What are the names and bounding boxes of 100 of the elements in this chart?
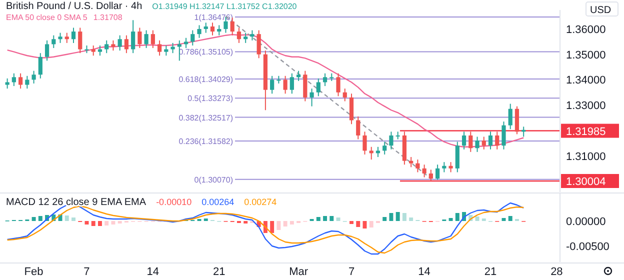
candlestick: [514, 106, 520, 135]
y-tick-label: 0.00000: [566, 216, 606, 228]
x-tick-label: 7: [348, 266, 355, 278]
candlestick: [416, 159, 420, 173]
candlestick: [303, 70, 308, 102]
bar: [382, 217, 387, 221]
bar: [91, 221, 96, 226]
candlestick: [190, 30, 195, 46]
bar: [330, 216, 334, 221]
bar: [402, 213, 406, 221]
y-tick-label: 1.33000: [566, 100, 606, 112]
candlestick: [210, 22, 215, 36]
candlestick: [64, 32, 69, 44]
candlestick: [18, 72, 23, 90]
annotation: 0.00264: [202, 197, 234, 207]
candlestick: [197, 24, 202, 38]
candlestick: [270, 75, 274, 94]
candlestick: [482, 136, 486, 150]
bar: [455, 213, 460, 221]
candlestick: [462, 131, 466, 150]
candlestick: [356, 116, 360, 140]
candlestick: [256, 30, 261, 59]
bar: [316, 217, 320, 221]
candlestick: [91, 44, 96, 56]
bar: [276, 221, 281, 230]
candlestick: [138, 27, 142, 49]
bar: [38, 216, 42, 221]
candlestick: [283, 75, 288, 94]
bar: [72, 218, 76, 221]
y-tick-label: -0.00500: [566, 241, 610, 253]
candlestick: [164, 44, 168, 56]
candlestick: [376, 146, 380, 158]
bar: [290, 221, 294, 224]
ref-line-label: 1.30004: [566, 176, 606, 188]
candlestick: [310, 88, 314, 107]
candlestick: [104, 40, 109, 54]
candlestick: [177, 40, 182, 62]
candlestick: [435, 164, 440, 180]
bar: [448, 218, 453, 221]
candlestick: [322, 72, 328, 87]
bar: [270, 221, 274, 233]
y-tick-label: 1.34000: [566, 74, 606, 87]
candlestick: [349, 93, 354, 125]
candlestick: [144, 30, 148, 49]
candlestick: [124, 34, 129, 54]
candlestick: [250, 30, 254, 41]
candlestick: [468, 131, 473, 152]
candlestick: [44, 40, 50, 62]
x-tick-label: 7: [84, 266, 90, 278]
candlestick: [442, 162, 446, 173]
candlestick: [316, 78, 320, 97]
candlestick: [508, 103, 512, 130]
ref-line-label: 1(1.36476): [194, 12, 234, 22]
candlestick: [422, 164, 426, 178]
candlestick: [448, 162, 453, 173]
candlestick: [170, 42, 175, 54]
candlestick: [502, 121, 506, 150]
candlestick: [428, 169, 433, 182]
candlestick: [389, 131, 394, 150]
x-tick-label: 21: [484, 266, 497, 278]
bar: [283, 221, 288, 226]
candlestick: [204, 22, 208, 34]
annotation: 1.31708: [93, 13, 123, 22]
candlestick: [98, 44, 102, 56]
x-tick-label: 21: [212, 266, 226, 278]
candlestick: [32, 70, 36, 84]
candlestick: [58, 32, 62, 44]
bar: [323, 216, 328, 221]
x-tick-label: 28: [550, 266, 563, 278]
x-tick-label: 14: [146, 266, 160, 278]
ref-line-label: 0.618(1.34029): [178, 74, 234, 84]
chart-title: MACD 12 26 close 9 EMA EMA: [6, 197, 146, 208]
candlestick: [236, 27, 242, 44]
candlestick: [342, 88, 347, 102]
bar: [350, 221, 354, 224]
candlestick: [382, 141, 387, 155]
ref-line-label: 0.5(1.33273): [188, 94, 234, 104]
bar: [32, 217, 36, 221]
y-tick-label: 1.36000: [566, 24, 606, 36]
bar: [409, 218, 414, 221]
candlestick: [488, 131, 493, 150]
bar: [64, 216, 69, 221]
ref-line-label: 0.382(1.32517): [178, 113, 234, 122]
candlestick: [244, 32, 248, 44]
candlestick: [369, 146, 374, 160]
bar: [356, 221, 360, 227]
candlestick: [184, 37, 188, 49]
annotation: 0.00274: [244, 197, 277, 207]
ref-line-label: 0.236(1.31582): [178, 137, 234, 146]
bar: [98, 221, 102, 226]
bar: [111, 221, 116, 224]
candlestick: [25, 75, 30, 90]
candlestick: [78, 27, 82, 54]
candlestick: [150, 30, 155, 49]
candlestick: [455, 141, 460, 173]
x-tick-label: Mar: [289, 266, 308, 278]
candlestick: [409, 156, 414, 168]
candlestick: [131, 20, 136, 54]
candlestick: [118, 34, 122, 52]
candlestick: [157, 40, 162, 56]
